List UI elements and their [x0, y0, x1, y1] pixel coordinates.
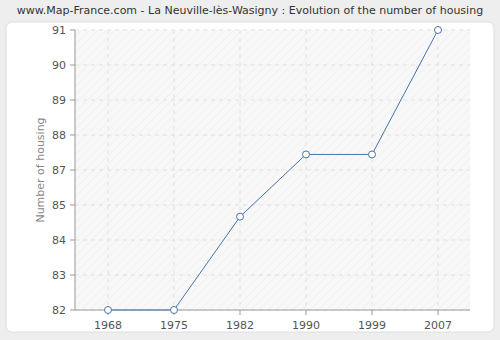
y-grid-line	[75, 100, 470, 101]
x-tick-label: 1975	[160, 319, 188, 332]
marker	[171, 307, 178, 314]
x-grid-line	[174, 30, 175, 310]
x-grid-line	[372, 30, 373, 310]
y-grid-line	[75, 170, 470, 171]
y-axis-label: Number of housing	[34, 117, 47, 222]
y-tick-label: 82	[52, 304, 66, 317]
plot-area	[75, 30, 470, 310]
marker	[237, 213, 244, 220]
grid	[75, 30, 470, 310]
y-grid-line	[75, 65, 470, 66]
x-tick-label: 2007	[424, 319, 452, 332]
y-tick-label: 89	[52, 94, 66, 107]
y-tick-label: 87	[52, 164, 66, 177]
y-tick	[70, 100, 75, 101]
x-tick	[306, 310, 307, 315]
y-tick-label: 83	[52, 269, 66, 282]
y-tick	[70, 240, 75, 241]
line	[108, 30, 438, 310]
y-tick	[70, 205, 75, 206]
y-tick-label: 90	[52, 59, 66, 72]
chart-svg: 82 83 84 85 87 88 89 90 91 1968 1975 1982 1990 1999 20…	[0, 0, 500, 340]
y-tick-label: 91	[52, 24, 66, 37]
x-tick	[438, 310, 439, 315]
y-tick	[70, 65, 75, 66]
y-grid-line	[75, 135, 470, 136]
y-tick-label: 88	[52, 129, 66, 142]
chart-root: 82 83 84 85 87 88 89 90 91 1968 1975 1982 1990 1999 20…	[0, 0, 500, 340]
marker	[369, 151, 376, 158]
x-tick-label: 1999	[358, 319, 386, 332]
marker	[435, 27, 442, 34]
series	[105, 27, 442, 314]
y-tick	[70, 30, 75, 31]
title: www.Map-France.com - La Neuville-lès-Was…	[17, 4, 483, 17]
x-grid-line	[108, 30, 109, 310]
y-tick	[70, 135, 75, 136]
y-tick	[70, 275, 75, 276]
marker	[303, 151, 310, 158]
panel	[6, 22, 494, 332]
y-grid-line	[75, 240, 470, 241]
y-tick-label: 85	[52, 199, 66, 212]
x-tick-label: 1982	[226, 319, 254, 332]
x-tick	[240, 310, 241, 315]
marker	[105, 307, 112, 314]
y-tick	[70, 170, 75, 171]
background	[0, 0, 500, 340]
y-grid-line	[75, 205, 470, 206]
y-grid-line	[75, 30, 470, 31]
x-tick	[372, 310, 373, 315]
x-grid-line	[306, 30, 307, 310]
y-tick-label: 84	[52, 234, 66, 247]
x-grid-line	[438, 30, 439, 310]
x-tick-label: 1968	[94, 319, 122, 332]
y-axis	[75, 30, 76, 310]
x-tick-label: 1990	[292, 319, 320, 332]
y-grid-line	[75, 275, 470, 276]
x-grid-line	[240, 30, 241, 310]
y-tick	[70, 310, 75, 311]
